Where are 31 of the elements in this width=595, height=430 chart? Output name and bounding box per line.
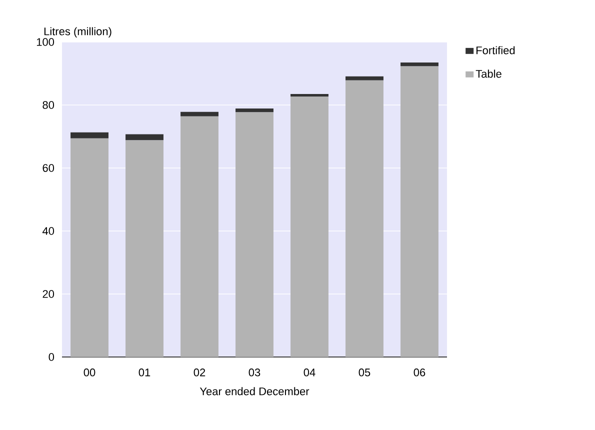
bar: [290, 94, 328, 96]
bar: [126, 140, 164, 357]
bar: [180, 112, 218, 116]
x-tick-label: 05: [358, 368, 370, 376]
legend-label: Table: [476, 70, 502, 78]
bar: [70, 138, 108, 357]
bar: [346, 80, 384, 357]
x-tick-label: 01: [138, 368, 150, 376]
y-tick-label: 100: [36, 38, 54, 46]
legend-label: Fortified: [476, 46, 515, 54]
bar: [236, 112, 274, 357]
x-tick-label: 00: [84, 368, 96, 376]
y-tick-label: 40: [42, 227, 54, 235]
bar: [290, 96, 328, 357]
x-tick-label: 02: [194, 368, 206, 376]
y-tick-label: 60: [42, 164, 54, 172]
x-axis-title: Year ended December: [200, 387, 310, 396]
bar: [400, 66, 438, 357]
x-tick-label: 06: [414, 368, 426, 376]
bar: [236, 108, 274, 112]
bar: [180, 116, 218, 357]
y-axis-title: Litres (million): [44, 27, 112, 38]
bar: [70, 132, 108, 138]
bar: [346, 76, 384, 80]
x-tick-label: 03: [248, 368, 260, 376]
y-tick-label: 20: [42, 290, 54, 298]
x-tick-label: 04: [304, 368, 316, 376]
bar: [400, 62, 438, 66]
y-tick-label: 0: [48, 353, 54, 361]
bar: [126, 134, 164, 140]
y-tick-label: 80: [42, 101, 54, 109]
